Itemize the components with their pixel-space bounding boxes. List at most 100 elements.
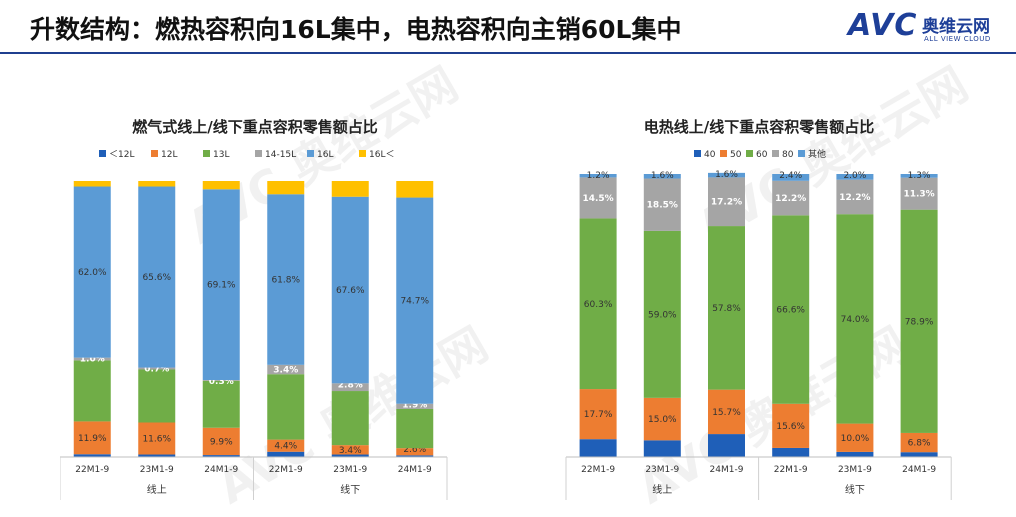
- data-label: 2.8%: [338, 380, 363, 390]
- page-title: 升数结构：燃热容积向16L集中，电热容积向主销60L集中: [30, 15, 682, 44]
- legend-swatch: [772, 150, 779, 157]
- bar-segment: [331, 181, 369, 197]
- data-label: 57.8%: [712, 304, 741, 314]
- data-label: 2.0%: [843, 171, 866, 181]
- data-label: 2.6%: [403, 445, 426, 455]
- bar-segment: [138, 369, 176, 423]
- bar-segment: [73, 454, 111, 457]
- legend-label: 40: [704, 150, 716, 160]
- data-label: 4.4%: [274, 442, 297, 452]
- bar-segment: [73, 186, 111, 358]
- data-label: 1.0%: [80, 355, 105, 365]
- data-label: 60.3%: [584, 300, 613, 310]
- legend-label: 50: [730, 150, 742, 160]
- bar-segment: [579, 439, 617, 457]
- legend-label: ＜12L: [109, 150, 134, 160]
- bar-segment: [138, 367, 176, 370]
- bar-segment: [836, 423, 874, 452]
- bar-segment: [202, 181, 240, 190]
- legend-label: 16L: [317, 150, 333, 160]
- bar-segment: [267, 439, 305, 452]
- bar-segment: [900, 177, 938, 210]
- data-label: 65.6%: [142, 273, 171, 283]
- bar-segment: [396, 408, 434, 449]
- legend-swatch: [151, 150, 158, 157]
- legend-swatch: [694, 150, 701, 157]
- data-label: 0.7%: [144, 365, 169, 375]
- data-label: 1.6%: [651, 171, 674, 181]
- bar-segment: [202, 380, 240, 428]
- electric-heater-chart: 电热线上/线下重点容积零售额占比 40 50 60 80 其他 17.7% 60.3% 14.5…: [565, 118, 952, 500]
- bar-segment: [643, 178, 681, 231]
- data-label: 9.9%: [210, 437, 233, 447]
- bar-segment: [772, 403, 810, 448]
- bar-segment: [138, 454, 176, 457]
- data-label: 67.6%: [336, 286, 365, 296]
- legend-label: 16L＜: [369, 150, 394, 160]
- bar-segment: [643, 230, 681, 398]
- bar-segment: [138, 186, 176, 368]
- legend-swatch: [746, 150, 753, 157]
- data-label: 66.6%: [776, 306, 805, 316]
- data-label: 17.2%: [711, 198, 742, 208]
- x-tick-label: 23M1-9: [645, 465, 679, 475]
- data-label: 17.7%: [584, 410, 613, 420]
- bar-segment: [643, 174, 681, 179]
- bar-segment: [900, 209, 938, 433]
- legend-swatch: [798, 150, 805, 157]
- x-tick-label: 24M1-9: [398, 465, 432, 475]
- bar-segment: [396, 197, 434, 404]
- bar-segment: [267, 374, 305, 440]
- bar-segment: [772, 215, 810, 404]
- bar-segment: [396, 403, 434, 409]
- legend-label: 12L: [161, 150, 177, 160]
- bar-segment: [579, 218, 617, 390]
- bar-segment: [202, 379, 240, 381]
- legend-label: 14-15L: [265, 150, 296, 160]
- bar-segment: [73, 421, 111, 455]
- group-label: 线上: [652, 483, 672, 496]
- data-label: 15.6%: [776, 422, 805, 432]
- x-tick-label: 22M1-9: [774, 465, 808, 475]
- bar-segment: [579, 174, 617, 178]
- data-label: 10.0%: [841, 434, 870, 444]
- bar-segment: [772, 447, 810, 457]
- bar-segment: [708, 172, 745, 178]
- x-tick-label: 22M1-9: [581, 465, 615, 475]
- bar-segment: [772, 174, 810, 181]
- x-tick-label: 23M1-9: [333, 465, 367, 475]
- legend-label: 13L: [213, 150, 229, 160]
- bar-segment: [396, 448, 434, 456]
- data-label: 74.7%: [400, 297, 429, 307]
- bar-segment: [396, 455, 434, 457]
- bar-segment: [708, 226, 745, 390]
- avc-logo: AVC 奥维云网 ALL VIEW CLOUD: [848, 8, 1008, 48]
- logo-en-text: ALL VIEW CLOUD: [924, 35, 991, 43]
- bar-segment: [331, 196, 369, 384]
- legend-swatch: [203, 150, 210, 157]
- data-label: 6.8%: [908, 439, 931, 449]
- bar-segment: [73, 360, 111, 422]
- bar-segment: [202, 189, 240, 380]
- data-label: 69.1%: [207, 281, 236, 291]
- bar-segment: [267, 364, 305, 375]
- bar-segment: [708, 177, 745, 227]
- logo-avc-text: AVC: [848, 8, 918, 43]
- legend-label: 80: [782, 150, 794, 160]
- legend-label: 其他: [808, 148, 826, 160]
- data-label: 2.4%: [779, 171, 802, 181]
- data-label: 62.0%: [78, 268, 107, 278]
- bar-segment: [331, 454, 369, 457]
- bar-segment: [772, 180, 810, 216]
- bar-segment: [73, 181, 111, 187]
- bar-segment: [836, 174, 874, 180]
- bar-segment: [900, 432, 938, 453]
- data-label: 1.6%: [715, 170, 738, 180]
- bar-segment: [202, 455, 240, 457]
- group-label: 线下: [340, 483, 360, 496]
- title-divider: [0, 52, 1016, 54]
- bar-segment: [579, 177, 617, 219]
- data-label: 15.0%: [648, 415, 677, 425]
- bar-segment: [267, 181, 305, 195]
- data-label: 3.4%: [273, 366, 298, 376]
